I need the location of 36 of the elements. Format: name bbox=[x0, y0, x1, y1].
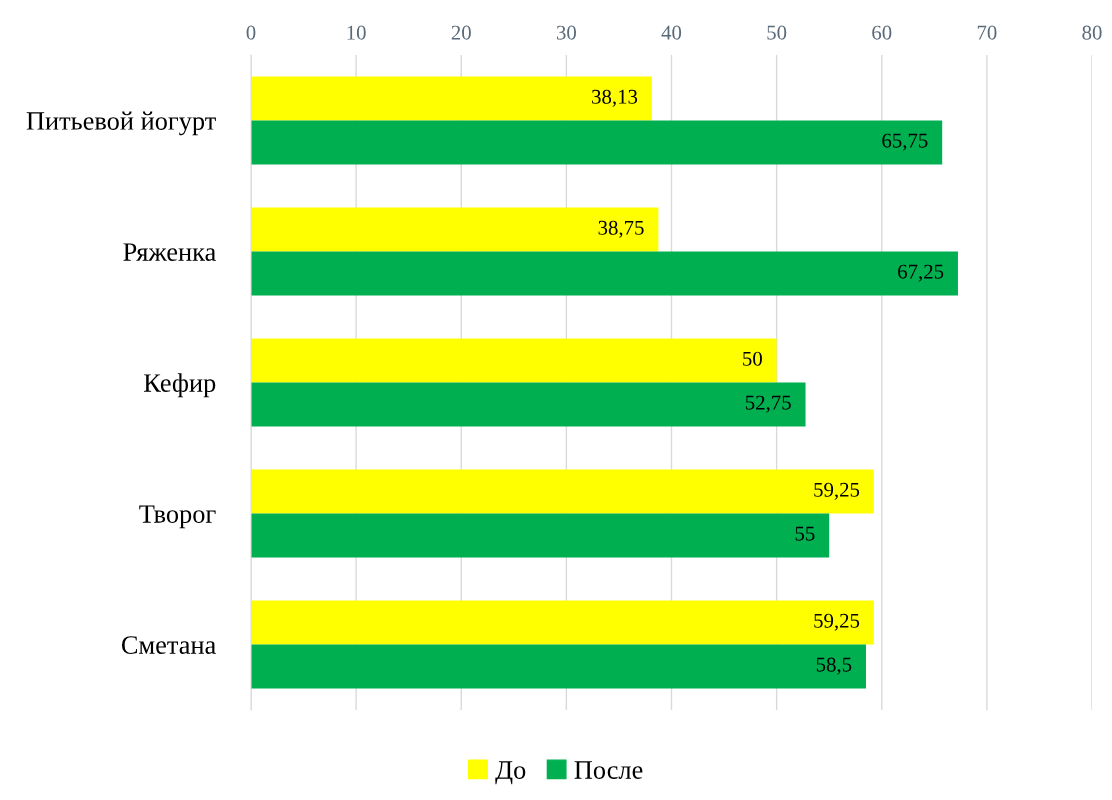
x-tick-label: 80 bbox=[1082, 25, 1102, 40]
data-label: 67,25 bbox=[898, 264, 944, 282]
x-tick-label: 40 bbox=[661, 25, 682, 40]
x-tick-label: 50 bbox=[767, 25, 787, 40]
bar bbox=[251, 469, 874, 514]
y-tick-label: Ряженка bbox=[123, 243, 216, 261]
bar bbox=[251, 513, 830, 558]
y-tick-label: Сметана bbox=[121, 636, 216, 654]
x-tick-label: 70 bbox=[977, 25, 997, 40]
x-tick-label: 30 bbox=[556, 25, 576, 40]
bar bbox=[251, 382, 806, 427]
bar bbox=[251, 251, 958, 296]
y-tick-label: Кефир bbox=[143, 373, 216, 398]
legend-label: После bbox=[574, 761, 643, 779]
data-label: 58,5 bbox=[816, 657, 852, 675]
bar bbox=[251, 600, 874, 645]
bar bbox=[251, 338, 777, 383]
x-tick-label: 60 bbox=[872, 25, 892, 40]
bar bbox=[251, 120, 943, 165]
y-tick-label: Творог bbox=[139, 505, 216, 529]
data-label: 55 bbox=[795, 526, 815, 541]
data-label: 38,75 bbox=[598, 220, 644, 238]
bar bbox=[251, 644, 866, 689]
data-label: 59,25 bbox=[814, 482, 860, 500]
bar bbox=[251, 207, 659, 252]
data-label: 50 bbox=[743, 351, 762, 366]
x-tick-label: 0 bbox=[246, 25, 256, 40]
data-label: 59,25 bbox=[814, 613, 860, 631]
bar bbox=[251, 76, 652, 121]
x-tick-label: 20 bbox=[451, 25, 471, 40]
x-tick-label: 10 bbox=[347, 25, 366, 40]
data-label: 65,75 bbox=[882, 133, 928, 151]
y-tick-label: Питьевой йогурт bbox=[26, 111, 216, 136]
data-label: 38,13 bbox=[592, 89, 638, 107]
legend-label: До bbox=[495, 761, 526, 785]
data-label: 52,75 bbox=[745, 395, 791, 413]
